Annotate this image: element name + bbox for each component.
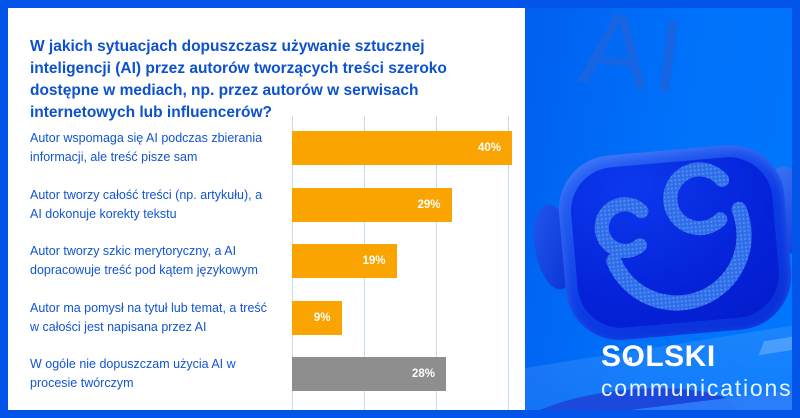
value-label: 28% <box>411 368 435 381</box>
bar: 29% <box>292 187 452 222</box>
bar-track: 40% <box>292 131 514 166</box>
category-label: Autor ma pomysł na tytuł lub temat, a tr… <box>30 300 267 334</box>
chart-row: Autor tworzy całość treści (np. artykułu… <box>30 177 514 234</box>
logo-wordmark: SOLSKI , <box>601 340 792 374</box>
value-label: 9% <box>313 311 331 324</box>
chart-row: W ogóle nie dopuszczam użycia AI w proce… <box>30 346 514 403</box>
value-label: 40% <box>477 142 501 155</box>
bar-chart: Autor wspomaga się AI podczas zbierania … <box>30 116 514 410</box>
logo-name-text: SOLSKI <box>601 340 716 373</box>
bar-track: 9% <box>292 300 514 335</box>
robot-head <box>554 140 792 345</box>
chart-row: Autor ma pomysł na tytuł lub temat, a tr… <box>30 290 514 347</box>
category-label: W ogóle nie dopuszczam użycia AI w proce… <box>30 357 236 391</box>
bar: 9% <box>292 300 342 335</box>
chart-title: W jakich sytuacjach dopuszczasz używanie… <box>30 38 447 121</box>
bar-rows: Autor wspomaga się AI podczas zbierania … <box>30 120 514 403</box>
category-label: Autor wspomaga się AI podczas zbierania … <box>30 131 263 165</box>
bar: 19% <box>292 244 397 279</box>
brand-panel: AI <box>525 8 792 410</box>
logo-comma-mark: , <box>627 340 635 367</box>
bar-track: 28% <box>292 357 514 392</box>
chart-card: W jakich sytuacjach dopuszczasz używanie… <box>8 8 525 410</box>
robot-smile-face-icon <box>594 162 752 311</box>
logo-subtitle: communications <box>601 375 792 401</box>
bar-track: 29% <box>292 187 514 222</box>
bar-track: 19% <box>292 244 514 279</box>
chart-row: Autor tworzy szkic merytoryczny, a AI do… <box>30 233 514 290</box>
value-label: 19% <box>362 255 386 268</box>
robot-face-screen <box>567 153 783 332</box>
category-label: Autor tworzy całość treści (np. artykułu… <box>30 187 263 221</box>
bar: 28% <box>292 357 446 392</box>
solski-logo: SOLSKI , communications <box>601 340 792 402</box>
value-label: 29% <box>417 198 441 211</box>
robot-illustration <box>525 8 792 410</box>
bar: 40% <box>292 131 512 166</box>
chart-row: Autor wspomaga się AI podczas zbierania … <box>30 120 514 177</box>
category-label: Autor tworzy szkic merytoryczny, a AI do… <box>30 244 258 278</box>
